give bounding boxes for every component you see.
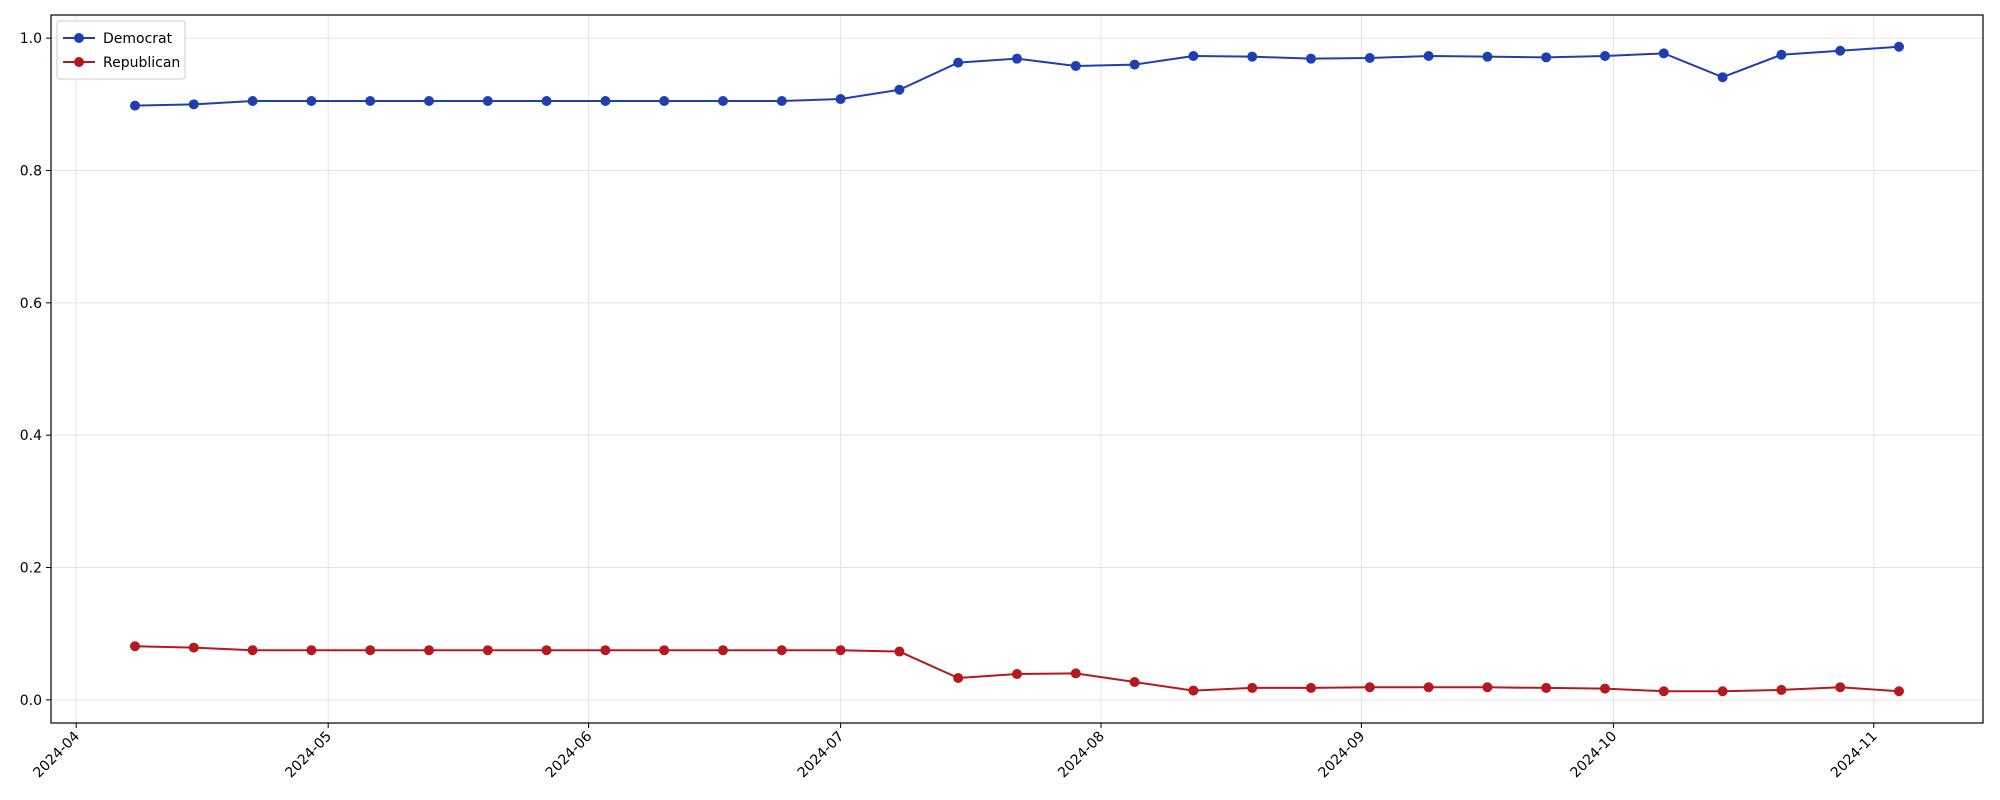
point (1364, 682, 1375, 693)
point (1541, 52, 1552, 63)
point (130, 100, 140, 111)
x-tick-label: 2024-04 (30, 728, 83, 781)
point (1482, 682, 1493, 693)
point (1012, 669, 1022, 680)
point (1717, 72, 1728, 83)
point (424, 96, 434, 107)
point (776, 645, 787, 656)
point (1129, 676, 1140, 687)
point (1070, 60, 1081, 71)
legend-marker (74, 33, 84, 43)
point (306, 96, 317, 107)
x-tick-label: 2024-07 (795, 729, 848, 782)
legend-marker (74, 57, 84, 67)
point (130, 641, 140, 652)
point (1423, 682, 1434, 693)
point (1129, 59, 1140, 70)
point (776, 96, 787, 107)
point (953, 57, 964, 68)
y-tick-label: 0.2 (20, 561, 42, 577)
point (1835, 682, 1846, 693)
point (1188, 685, 1199, 696)
x-tick-label: 2024-08 (1055, 729, 1108, 782)
y-tick-label: 1.0 (20, 31, 42, 47)
y-tick-label: 0.6 (20, 296, 42, 312)
plot-frame (50, 14, 1984, 724)
point (188, 642, 199, 653)
point (835, 94, 846, 105)
point (1423, 51, 1434, 62)
legend: Democrat Republican (56, 20, 186, 80)
point (541, 96, 552, 107)
point (659, 96, 670, 107)
point (541, 645, 552, 656)
x-tick-label: 2024-05 (282, 729, 335, 782)
point (894, 84, 905, 95)
point (718, 645, 728, 656)
point (188, 99, 199, 110)
point (1306, 53, 1316, 64)
point (1600, 683, 1610, 694)
point (1658, 686, 1669, 697)
point (1012, 53, 1022, 64)
point (247, 645, 258, 656)
point (600, 96, 611, 107)
legend-label: Republican (103, 55, 180, 71)
x-tick-label: 2024-10 (1568, 729, 1621, 782)
grid (51, 15, 1983, 723)
point (1600, 51, 1610, 62)
point (1835, 45, 1846, 56)
point (600, 645, 611, 656)
point (1070, 668, 1081, 679)
point (718, 96, 728, 107)
point (247, 96, 258, 107)
y-tick-label: 0.4 (20, 428, 42, 444)
legend-box (56, 20, 186, 80)
y-tick-label: 0.8 (20, 163, 42, 179)
point (1717, 686, 1728, 697)
point (894, 646, 905, 657)
point (365, 645, 376, 656)
point (1482, 51, 1493, 62)
point (835, 645, 846, 656)
y-tick-label: 0.0 (20, 693, 42, 709)
point (953, 673, 964, 684)
point (424, 645, 434, 656)
x-tick-label: 2024-09 (1316, 729, 1369, 782)
point (482, 96, 493, 107)
point (659, 645, 670, 656)
point (365, 96, 376, 107)
x-tick-label: 2024-11 (1828, 729, 1881, 782)
series-line (134, 645, 1900, 693)
point (1247, 51, 1258, 62)
point (1306, 682, 1316, 693)
point (306, 645, 317, 656)
point (1658, 48, 1669, 59)
point (1776, 684, 1787, 695)
x-tick-label: 2024-06 (543, 728, 596, 781)
point (1894, 41, 1904, 52)
point (482, 645, 493, 656)
point (1894, 686, 1904, 697)
point (1364, 53, 1375, 64)
point (1188, 51, 1199, 62)
legend-label: Democrat (103, 31, 173, 47)
point (1776, 49, 1787, 60)
point (1247, 682, 1258, 693)
point (1541, 682, 1552, 693)
